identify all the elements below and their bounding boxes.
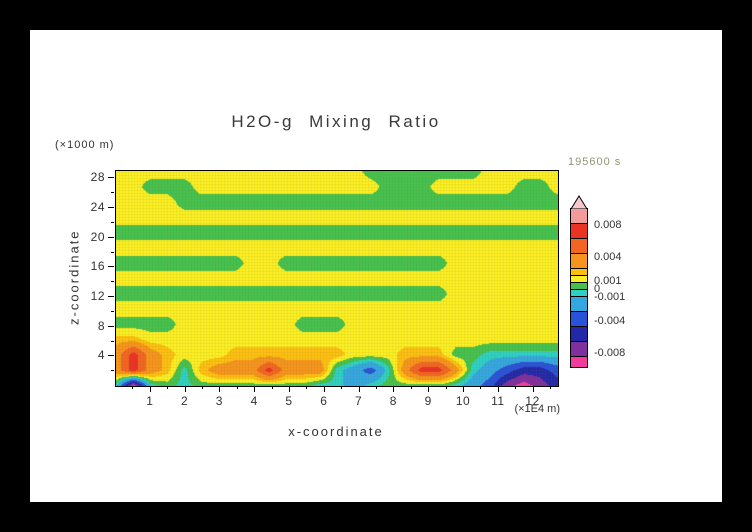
z-major-tick xyxy=(108,177,114,179)
x-tick-label: 3 xyxy=(215,394,223,408)
y-axis-unit: (×1000 m) xyxy=(55,139,115,151)
x-minor-tick xyxy=(480,386,482,389)
z-tick-label: 20 xyxy=(90,229,105,244)
z-tick-label: 4 xyxy=(97,348,105,363)
colorbar-overflow-triangle xyxy=(570,195,588,209)
x-major-tick xyxy=(289,386,290,392)
colorbar-label: 0 xyxy=(594,283,601,295)
colorbar-label: -0.004 xyxy=(594,315,626,327)
x-tick-label: 8 xyxy=(389,394,397,408)
z-minor-tick xyxy=(111,281,114,283)
x-major-tick xyxy=(393,386,395,392)
x-tick-label: 1 xyxy=(146,394,154,408)
x-tick-label: 10 xyxy=(455,394,471,408)
x-tick-label: 5 xyxy=(285,394,293,408)
z-tick-label: 28 xyxy=(90,170,105,185)
colorbar-segment xyxy=(570,208,588,224)
x-minor-tick xyxy=(550,386,551,389)
x-minor-tick xyxy=(132,386,134,389)
colorbar-label: 0.008 xyxy=(594,219,622,231)
x-tick-label: 12 xyxy=(525,394,540,408)
x-axis-unit: (×1E4 m) xyxy=(514,403,560,415)
x-minor-tick xyxy=(306,386,308,389)
x-major-tick xyxy=(184,386,186,392)
z-minor-tick xyxy=(111,310,114,312)
colorbar-segment xyxy=(570,356,588,368)
z-minor-tick xyxy=(111,370,114,372)
colorbar-label: -0.001 xyxy=(594,291,626,303)
colorbar-label: 0.001 xyxy=(594,275,622,287)
x-tick-label: 9 xyxy=(424,394,432,408)
x-minor-tick xyxy=(271,386,273,389)
x-tick-label: 2 xyxy=(181,394,189,408)
x-minor-tick xyxy=(341,386,343,389)
colorbar: 0.008 0.004 0.001 0 -0.001 -0.004 -0.008 xyxy=(570,195,625,368)
x-major-tick xyxy=(428,386,430,392)
colorbar-segment xyxy=(570,296,588,312)
x-major-tick xyxy=(254,386,256,392)
x-tick-label: 7 xyxy=(355,394,363,408)
x-minor-tick xyxy=(515,386,517,389)
x-minor-tick xyxy=(202,386,203,389)
x-tick-label: 4 xyxy=(250,394,258,408)
x-tick-label: 11 xyxy=(491,394,505,408)
time-label: 195600 s xyxy=(568,156,622,168)
x-major-tick xyxy=(323,386,325,392)
z-tick-label: 8 xyxy=(97,318,105,333)
z-tick-label: 24 xyxy=(90,200,105,215)
z-minor-tick xyxy=(111,251,114,253)
z-minor-tick xyxy=(111,221,114,223)
x-axis-label: x-coordinate xyxy=(288,424,384,439)
chart-title: H2O-g Mixing Ratio xyxy=(231,112,441,131)
x-major-tick xyxy=(219,386,221,392)
z-major-tick xyxy=(108,207,114,209)
colorbar-segment xyxy=(570,311,588,327)
z-major-tick xyxy=(108,355,114,357)
z-major-tick xyxy=(108,236,114,238)
x-major-tick xyxy=(497,386,499,392)
z-major-tick xyxy=(108,266,114,268)
x-tick-label: 6 xyxy=(320,394,328,408)
z-minor-tick xyxy=(111,192,114,194)
plot-area xyxy=(115,170,559,387)
colorbar-label: -0.008 xyxy=(594,347,626,359)
x-minor-tick xyxy=(445,386,447,389)
heatmap-canvas xyxy=(116,171,558,386)
x-minor-tick xyxy=(376,386,377,389)
x-minor-tick xyxy=(410,386,412,389)
z-tick-label: 16 xyxy=(90,259,105,274)
x-major-tick xyxy=(358,386,360,392)
z-major-tick xyxy=(108,296,114,297)
colorbar-segment xyxy=(570,238,588,254)
x-major-tick xyxy=(532,386,534,392)
colorbar-segment xyxy=(570,253,588,269)
x-minor-tick xyxy=(167,386,169,389)
colorbar-segment xyxy=(570,223,588,239)
z-major-tick xyxy=(108,325,114,327)
z-minor-tick xyxy=(111,340,114,342)
x-major-tick xyxy=(463,386,464,392)
z-tick-label: 12 xyxy=(90,289,105,303)
colorbar-segment xyxy=(570,341,588,357)
colorbar-segment xyxy=(570,326,588,342)
x-major-tick xyxy=(149,386,151,392)
colorbar-label: 0.004 xyxy=(594,251,622,263)
x-minor-tick xyxy=(236,386,238,389)
